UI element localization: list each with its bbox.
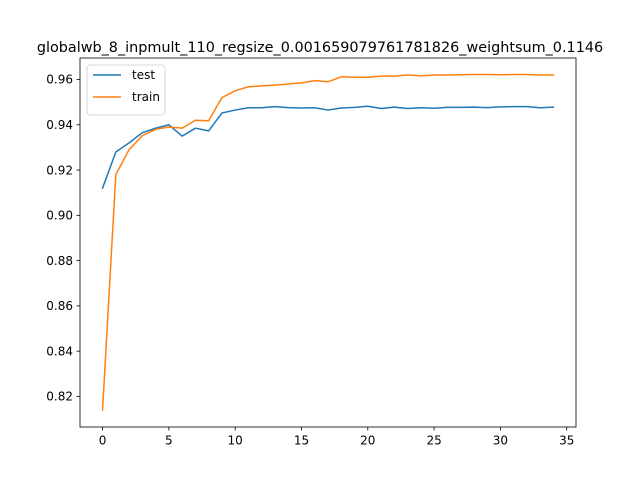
y-tick-label: 0.94 xyxy=(46,118,73,132)
legend-label-test: test xyxy=(132,68,155,82)
y-tick-label: 0.88 xyxy=(46,254,73,268)
x-tick-label: 0 xyxy=(99,434,107,448)
y-tick-label: 0.82 xyxy=(46,390,73,404)
axes-layer: 0 5 10 15 20 25 30 35 0.82 0.84 0.86 0.88 0.90 0.92 0.… xyxy=(46,57,577,448)
x-tick-label: 25 xyxy=(426,434,441,448)
x-tick-label: 35 xyxy=(559,434,574,448)
y-tick-label: 0.92 xyxy=(46,163,73,177)
x-tick-label: 5 xyxy=(165,434,173,448)
y-tick-label: 0.84 xyxy=(46,344,73,358)
x-tick-label: 30 xyxy=(493,434,508,448)
y-tick-label: 0.86 xyxy=(46,299,73,313)
series-line-test xyxy=(101,105,555,190)
series-layer xyxy=(101,73,555,411)
plot-frame xyxy=(79,57,577,428)
y-tick-label: 0.90 xyxy=(46,209,73,223)
legend-box xyxy=(86,64,166,116)
chart-title: globalwb_8_inpmult_110_regsize_0.0016590… xyxy=(37,40,603,56)
legend-label-train: train xyxy=(132,90,160,104)
x-tick-label: 20 xyxy=(360,434,375,448)
x-tick-label: 10 xyxy=(228,434,243,448)
legend: test train xyxy=(86,64,166,116)
y-tick-label: 0.96 xyxy=(46,73,73,87)
x-tick-label: 15 xyxy=(294,434,309,448)
series-line-train xyxy=(101,73,555,411)
